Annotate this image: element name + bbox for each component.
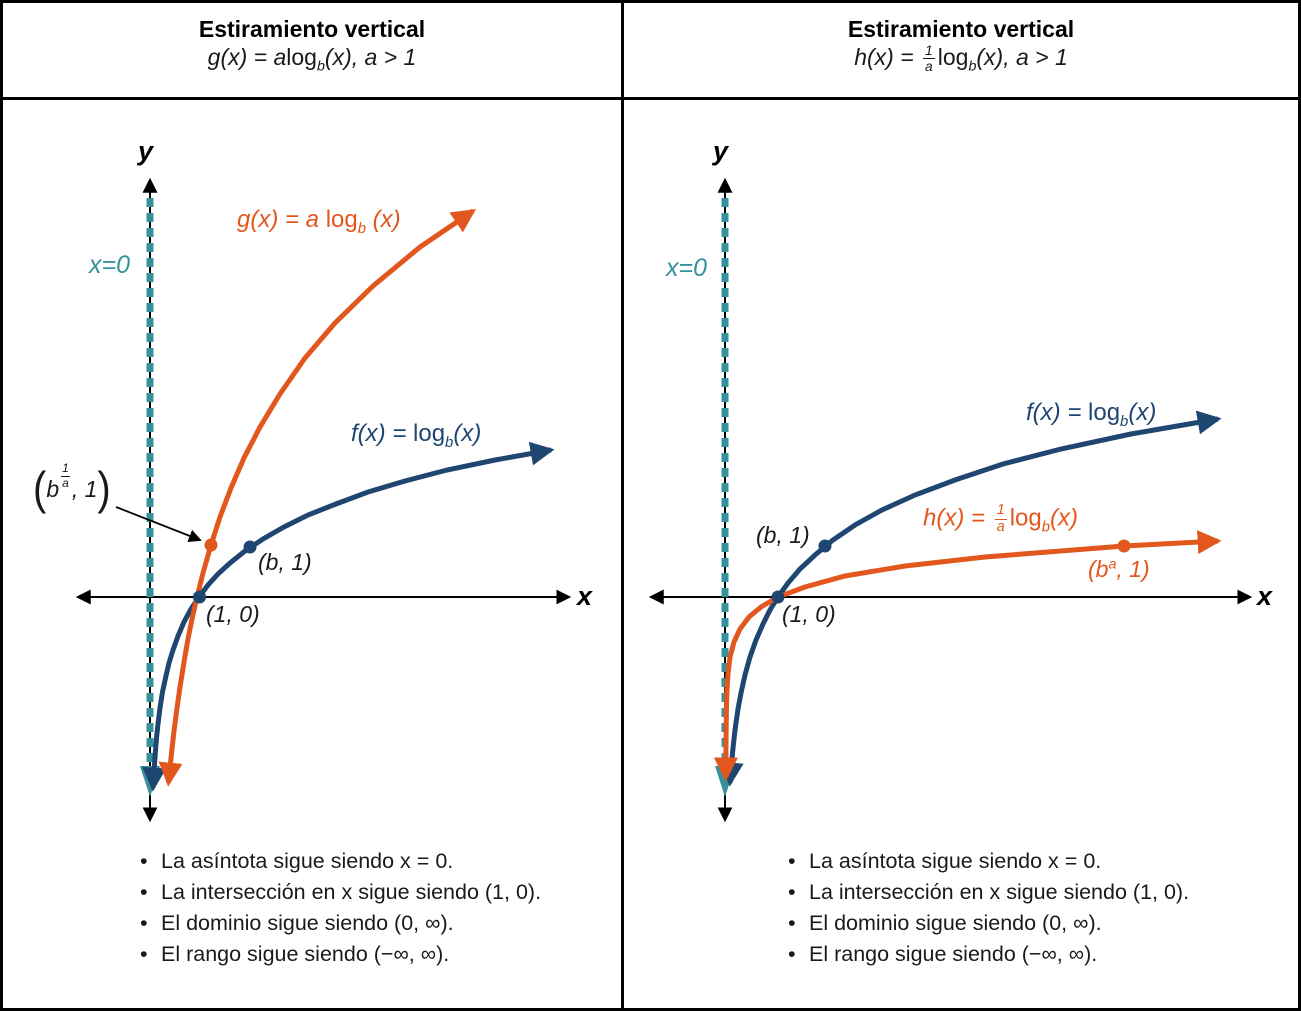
asymptote-arrowhead [140,766,160,797]
note-line: • El dominio sigue siendo (0, ∞). [140,911,454,935]
h-curve [713,530,1222,782]
point-label-b-1: (b, 1) [756,522,810,548]
left-header: Estiramiento vertical g(x) = alogb(x), a… [3,3,621,100]
right-panel: Estiramiento vertical h(x) = 1 a logb(x), … [624,3,1298,1008]
right-title: Estiramiento vertical [847,16,1075,42]
x-axis-label: x [1257,581,1273,611]
right-formula: h(x) = 1 a logb(x), a > 1 [854,43,1068,75]
right-notes: • La asíntota sigue siendo x = 0. • La int… [788,846,1189,970]
note-line: • La intersección en x sigue siendo (1, 0… [140,880,542,904]
asymptote-label: x=0 [89,251,131,279]
left-title: Estiramiento vertical [198,16,426,42]
right-graph-stage: y x x=0 f(x) = logb(x) h(x) = 1 a logb(x) … [624,100,1298,1008]
note-line: • El dominio sigue siendo (0, ∞). [788,911,1102,935]
f-curve-label: f(x) = logb(x) [351,420,482,451]
right-header: Estiramiento vertical h(x) = 1 a logb(x), … [624,3,1298,100]
g-curve [158,208,476,787]
left-plot [75,177,572,823]
point-label-b-1: (b, 1) [258,549,312,575]
left-notes: • La asíntota sigue siendo x = 0. • La int… [140,846,541,970]
left-panel: Estiramiento vertical g(x) = alogb(x), a… [3,3,624,1008]
f-curve-label: f(x) = logb(x) [1026,399,1157,430]
note-line: • La asíntota sigue siendo x = 0. [788,849,1102,873]
point-label-b-a: (ba, 1) [1088,556,1150,582]
left-graph-stage: y x x=0 g(x) = a logb (x) f(x) = logb(x)… [3,100,621,1008]
point-label-1-0: (1, 0) [782,601,836,627]
note-line: • La asíntota sigue siendo x = 0. [140,849,454,873]
right-plot [648,177,1253,823]
note-line: • El rango sigue siendo (−∞, ∞). [788,942,1098,966]
point-dot-b-1 [243,540,257,554]
asymptote-label: x=0 [666,254,708,282]
point-dot-1-0 [193,590,206,604]
note-line: • La intersección en x sigue siendo (1, 0… [788,880,1190,904]
left-formula: g(x) = alogb(x), a > 1 [207,44,417,75]
x-axis-label: x [577,581,593,611]
point-dot-b-inv-a [204,538,218,552]
h-curve-label: h(x) = 1 a logb(x) [923,502,1078,536]
point-dot-b-1 [818,539,832,553]
point-label-b-inv-a: (b 1 a, 1) [33,461,111,515]
y-axis-label: y [138,136,154,166]
point-label-1-0: (1, 0) [206,601,260,627]
note-line: • El rango sigue siendo (−∞, ∞). [140,942,450,966]
point-dot-b-a [1117,539,1131,553]
g-curve-label: g(x) = a logb (x) [237,206,401,237]
y-axis-label: y [713,136,729,166]
annotation-arrow [115,506,202,543]
point-dot-1-0 [771,590,785,604]
